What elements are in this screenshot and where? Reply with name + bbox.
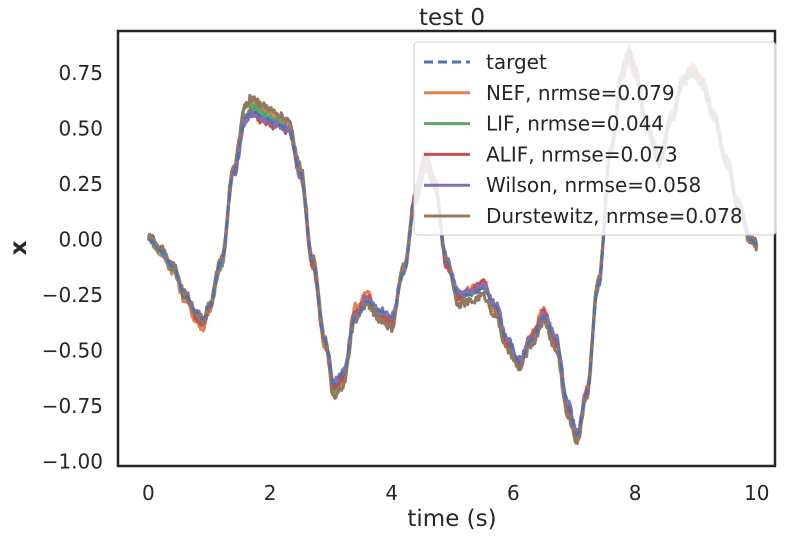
chart-title: test 0 [419, 5, 485, 31]
y-axis-label: x [6, 240, 32, 255]
y-tick-label: 0.50 [58, 117, 103, 141]
x-axis-ticks: 0 2 4 6 8 10 [142, 481, 769, 505]
y-tick-label: −0.50 [42, 339, 103, 363]
x-axis-label: time (s) [407, 506, 496, 532]
x-tick-label: 2 [264, 481, 277, 505]
x-tick-label: 8 [629, 481, 642, 505]
x-tick-label: 4 [385, 481, 398, 505]
legend-box [413, 41, 777, 236]
y-tick-label: 0.25 [58, 172, 103, 196]
y-tick-label: −1.00 [42, 450, 103, 474]
legend-label: target [486, 50, 547, 74]
y-tick-label: 0.00 [58, 228, 103, 252]
legend-label: NEF, nrmse=0.079 [486, 81, 675, 105]
x-tick-label: 6 [507, 481, 520, 505]
legend-items: target NEF, nrmse=0.079 LIF, nrmse=0.044 AL… [424, 50, 743, 228]
series-line-0 [148, 54, 758, 437]
y-tick-label: −0.75 [42, 394, 103, 418]
legend-label: Durstewitz, nrmse=0.078 [486, 204, 743, 228]
y-tick-label: −0.25 [42, 283, 103, 307]
legend-label: ALIF, nrmse=0.073 [486, 142, 678, 166]
legend-label: LIF, nrmse=0.044 [486, 112, 664, 136]
legend: target NEF, nrmse=0.079 LIF, nrmse=0.044 AL… [413, 41, 777, 236]
x-tick-label: 10 [744, 481, 769, 505]
y-tick-label: 0.75 [58, 61, 103, 85]
x-tick-label: 0 [142, 481, 155, 505]
y-axis-ticks: −1.00 −0.75 −0.50 −0.25 0.00 0.25 0.50 0.75 [42, 61, 103, 473]
plot-frame [116, 29, 777, 468]
legend-label: Wilson, nrmse=0.058 [486, 173, 701, 197]
